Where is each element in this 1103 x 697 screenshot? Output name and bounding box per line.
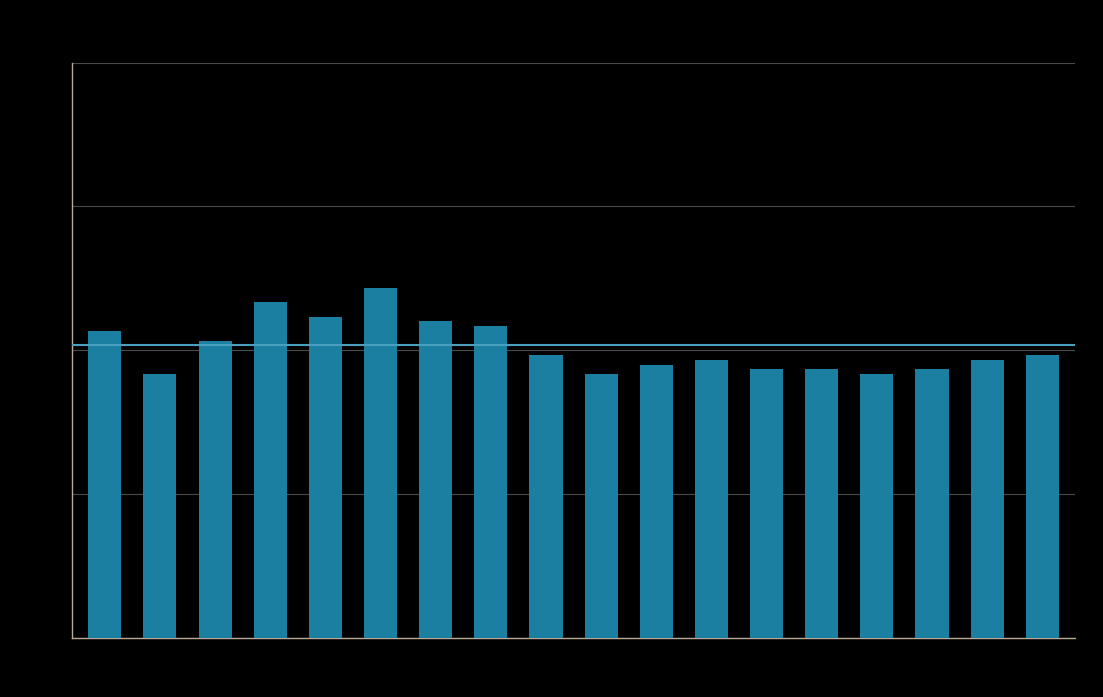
Bar [309,316,342,638]
Bar [529,355,563,638]
Bar [971,360,1004,638]
Bar [254,302,287,638]
Bar [750,369,783,638]
Bar [695,360,728,638]
Bar [88,331,121,638]
Bar [1026,355,1059,638]
Bar [860,374,893,638]
Bar [915,369,949,638]
Bar [585,374,618,638]
Bar [419,321,452,638]
Bar [640,365,673,638]
Bar [199,341,232,638]
Bar [143,374,176,638]
Bar [805,369,838,638]
Bar [364,288,397,638]
Bar [474,326,507,638]
